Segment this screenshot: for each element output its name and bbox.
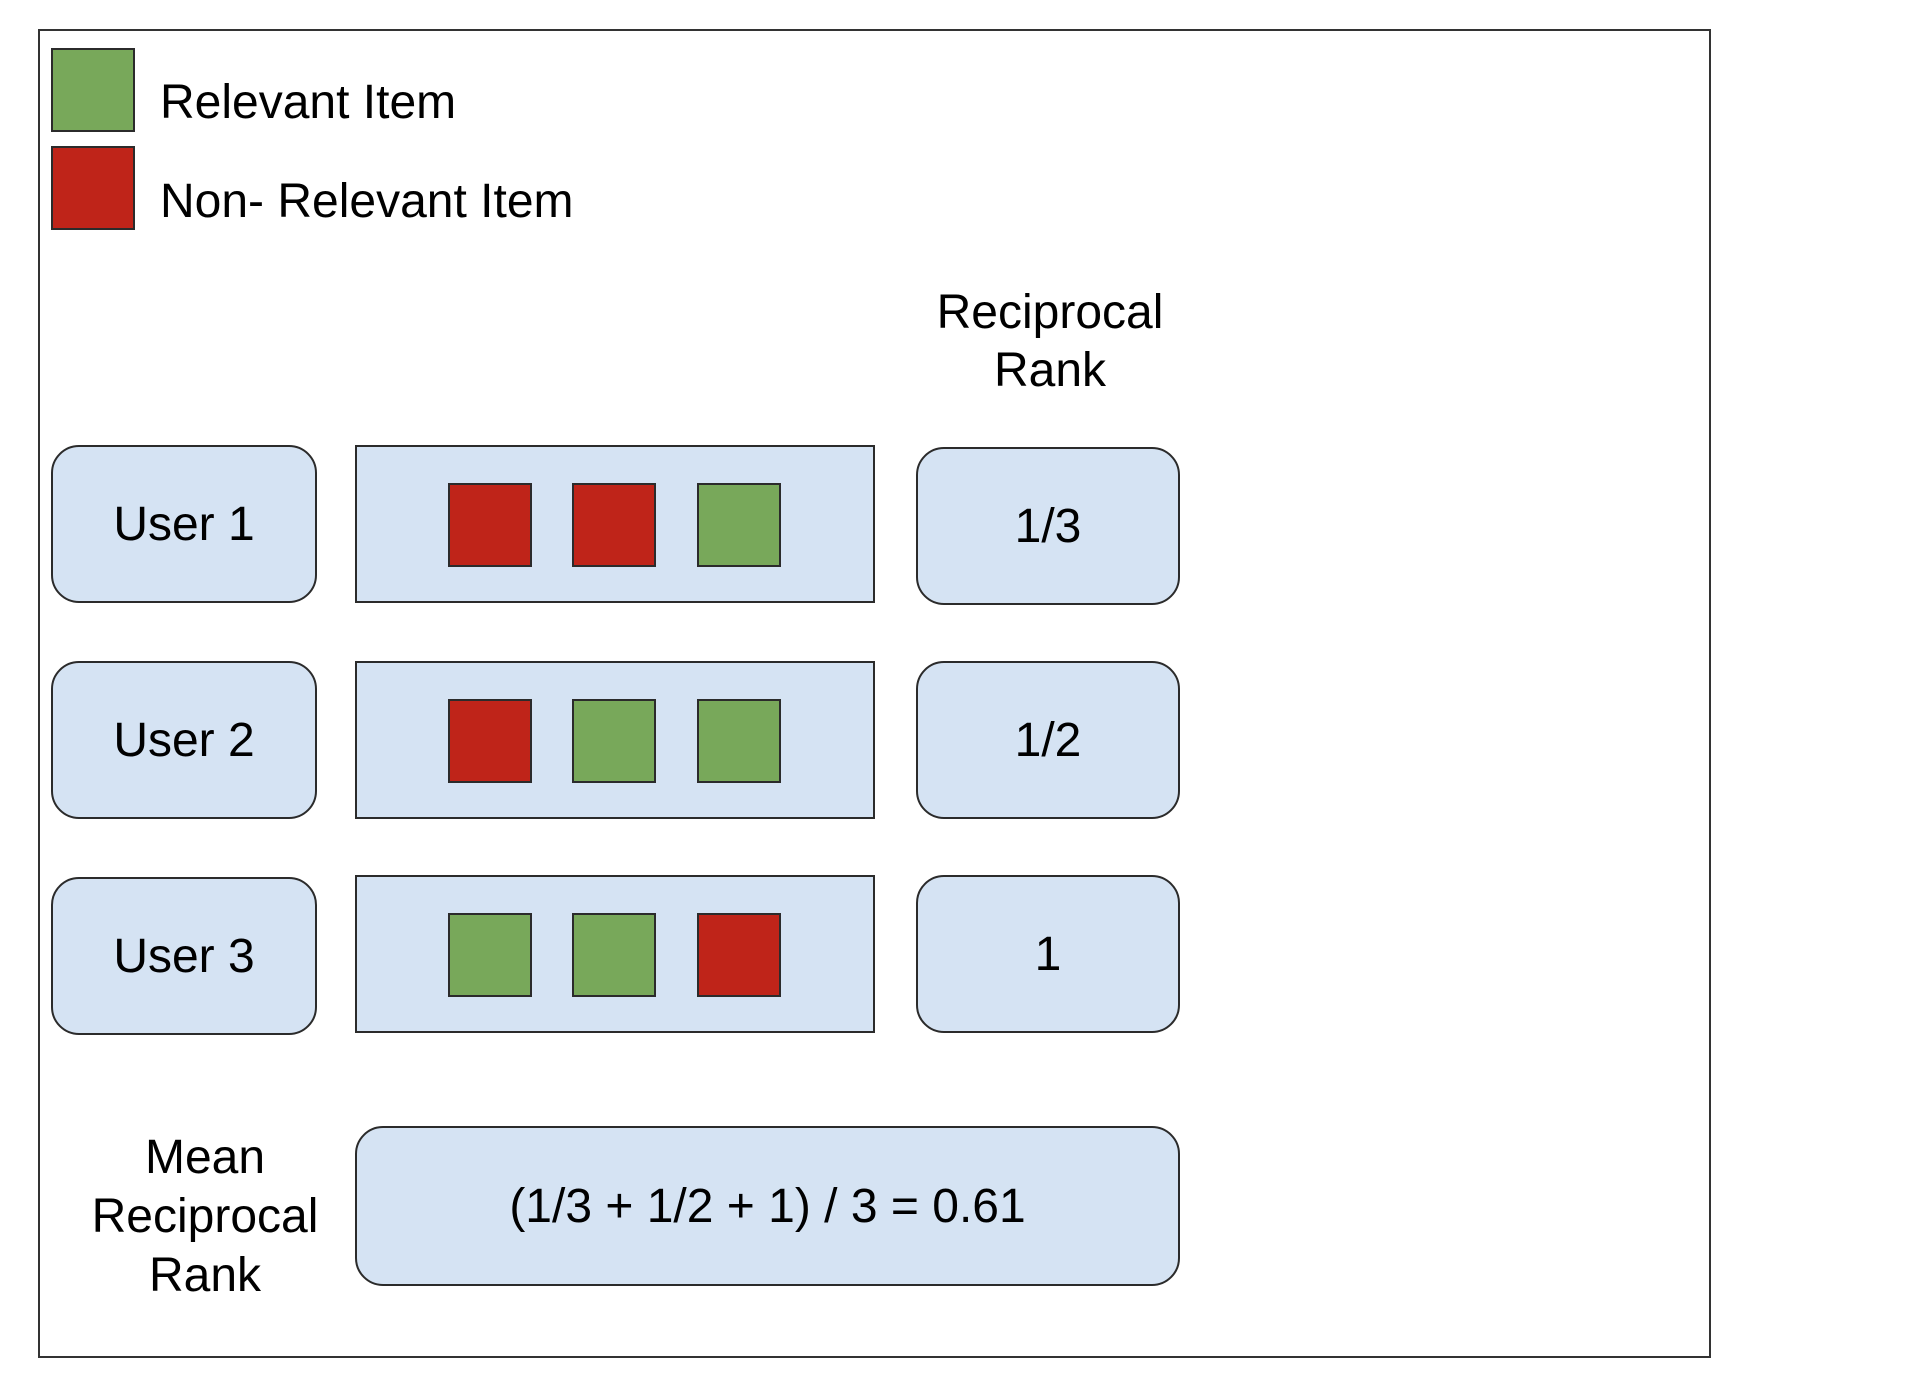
legend-swatch-relevant [51, 48, 135, 132]
reciprocal-rank-user-2: 1/2 [916, 661, 1180, 819]
ranked-item [448, 483, 532, 567]
ranked-items-user-2 [355, 661, 875, 819]
reciprocal-rank-header-line2: Rank [993, 344, 1107, 397]
user-box-3: User 3 [51, 877, 317, 1035]
mrr-label-line2: Reciprocal [91, 1190, 319, 1243]
ranked-item [697, 699, 781, 783]
ranked-item [572, 913, 656, 997]
ranked-item [697, 913, 781, 997]
ranked-items-user-3 [355, 875, 875, 1033]
ranked-item [448, 699, 532, 783]
reciprocal-rank-user-1: 1/3 [916, 447, 1180, 605]
mrr-label: Mean Reciprocal Rank [60, 1128, 350, 1305]
legend-label-relevant: Relevant Item [160, 76, 457, 129]
ranked-item [572, 483, 656, 567]
ranked-item [448, 913, 532, 997]
mrr-label-line1: Mean [144, 1131, 266, 1184]
ranked-item [697, 483, 781, 567]
ranked-items-user-1 [355, 445, 875, 603]
reciprocal-rank-user-3: 1 [916, 875, 1180, 1033]
user-box-1: User 1 [51, 445, 317, 603]
legend-label-non-relevant: Non- Relevant Item [160, 175, 574, 228]
mrr-formula: (1/3 + 1/2 + 1) / 3 = 0.61 [355, 1126, 1180, 1286]
reciprocal-rank-header: Reciprocal Rank [920, 284, 1180, 400]
reciprocal-rank-header-line1: Reciprocal [936, 286, 1164, 339]
legend-swatch-non-relevant [51, 146, 135, 230]
mrr-label-line3: Rank [148, 1249, 262, 1302]
user-box-2: User 2 [51, 661, 317, 819]
ranked-item [572, 699, 656, 783]
